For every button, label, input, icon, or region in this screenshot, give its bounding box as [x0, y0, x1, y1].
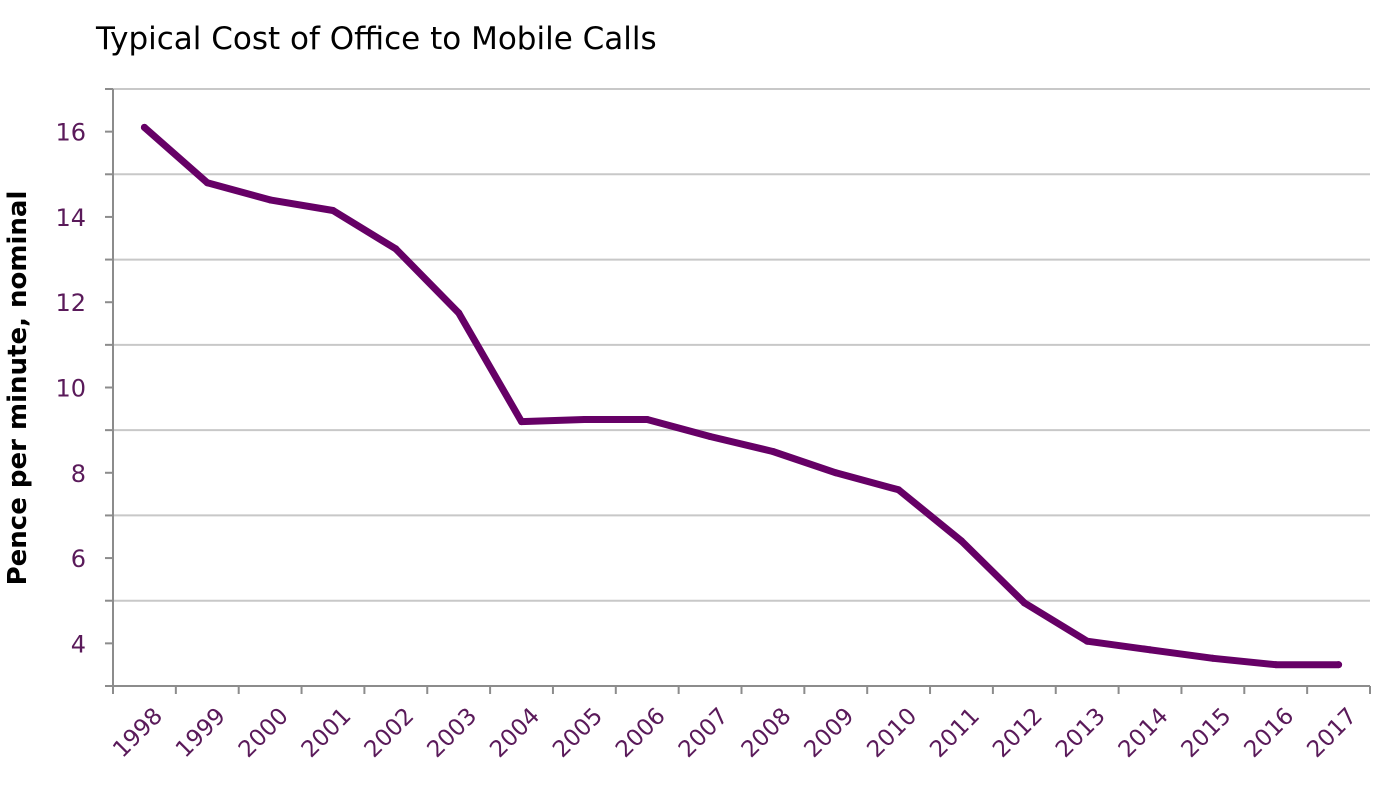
data-point: [643, 415, 651, 423]
x-tick-label: 2012: [988, 703, 1048, 763]
y-tick-label: 12: [55, 289, 86, 317]
x-tick-label: 2016: [1239, 703, 1299, 763]
data-point: [957, 537, 965, 545]
data-point: [203, 179, 211, 187]
series-line: [140, 123, 1343, 669]
data-point: [518, 418, 526, 426]
x-tick-label: 2001: [297, 703, 357, 763]
x-tick-label: 2010: [862, 703, 922, 763]
y-axis-label: Pence per minute, nominal: [3, 191, 33, 586]
y-tick-label: 10: [55, 375, 86, 403]
chart-title: Typical Cost of Office to Mobile Calls: [95, 21, 657, 57]
x-tick-label: 2014: [1114, 703, 1174, 763]
x-tick-label: 2004: [485, 703, 545, 763]
x-tick-label: 2006: [611, 703, 671, 763]
data-point: [580, 415, 588, 423]
data-point: [1083, 637, 1091, 645]
data-point: [329, 207, 337, 215]
y-tick-label: 14: [55, 204, 86, 232]
data-point: [769, 447, 777, 455]
x-tick-label: 2015: [1177, 703, 1237, 763]
data-point: [706, 433, 714, 441]
x-tick-label: 2007: [674, 703, 734, 763]
x-tick-label: 2002: [360, 703, 420, 763]
x-tick-label: 2009: [800, 703, 860, 763]
x-tick-label: 2017: [1302, 703, 1362, 763]
data-point: [1272, 661, 1280, 669]
x-tick-label: 2011: [925, 703, 985, 763]
x-tick-label: 2013: [1051, 703, 1111, 763]
y-axis-ticks: 4 6 8 10 12 14 16: [55, 88, 113, 687]
x-tick-label: 2005: [548, 703, 608, 763]
data-point: [1335, 661, 1343, 669]
data-point: [140, 123, 148, 131]
x-tick-label: 2003: [422, 703, 482, 763]
series-group: [140, 123, 1343, 669]
y-tick-label: 16: [55, 119, 86, 147]
x-tick-label: 1998: [108, 703, 168, 763]
data-point: [266, 196, 274, 204]
data-point: [895, 486, 903, 494]
data-point: [455, 309, 463, 317]
x-tick-label: 1999: [171, 703, 231, 763]
axes: [112, 89, 1370, 687]
data-point: [1020, 599, 1028, 607]
x-tick-label: 2008: [737, 703, 797, 763]
y-tick-label: 4: [71, 630, 86, 658]
x-axis-ticks: 1998 1999 2000 2001 2002 2003 2004 2005 2006 2007…: [108, 686, 1371, 763]
x-tick-label: 2000: [234, 703, 294, 763]
data-point: [1209, 654, 1217, 662]
data-point: [832, 469, 840, 477]
data-point: [1146, 646, 1154, 654]
data-point: [392, 245, 400, 253]
grid-lines: [113, 88, 1370, 602]
y-tick-label: 6: [71, 545, 86, 573]
y-tick-label: 8: [71, 460, 86, 488]
